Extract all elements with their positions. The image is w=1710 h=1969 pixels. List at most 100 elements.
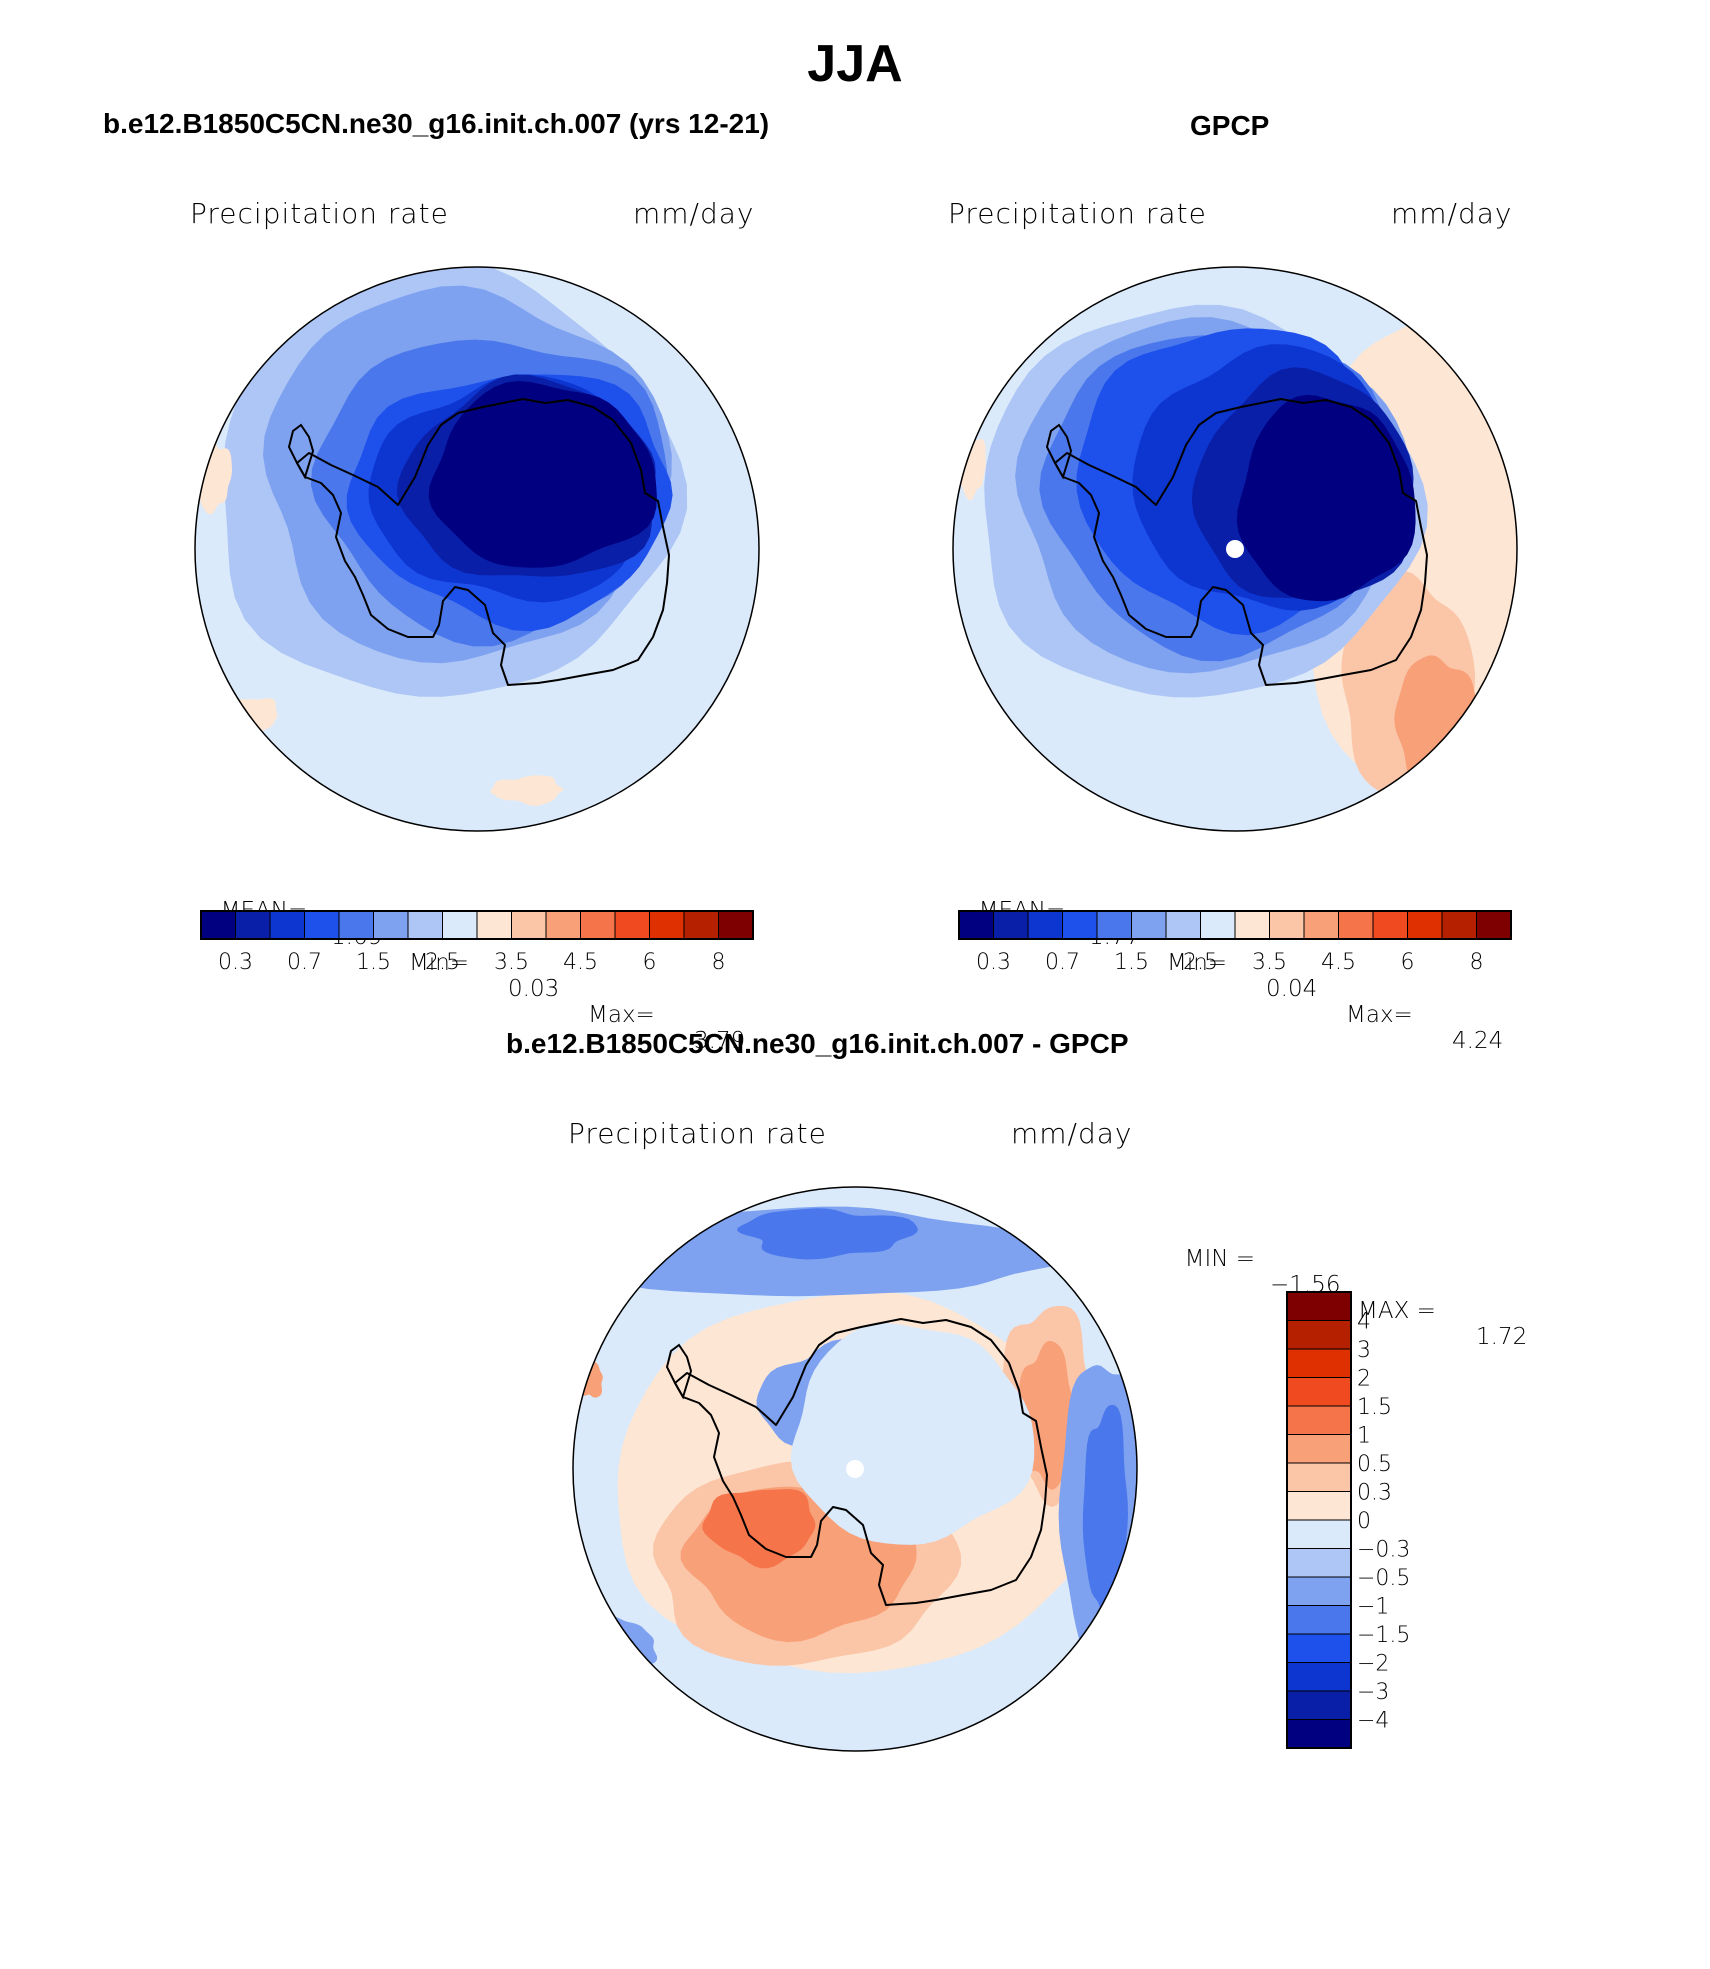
colorbar-box (1286, 1662, 1352, 1692)
colorbar-box (1286, 1291, 1352, 1321)
antarctic-peninsula-outline (1045, 423, 1073, 480)
colorbar-box (511, 910, 547, 940)
panel-1-min-label: Min= (409, 950, 470, 976)
colorbar-box (614, 910, 650, 940)
colorbar-tick-label: −3 (1357, 1680, 1389, 1705)
colorbar-box (304, 910, 340, 940)
colorbar-box (1286, 1576, 1352, 1606)
colorbar-box (1372, 910, 1408, 940)
colorbar-box (1407, 910, 1443, 940)
panel-1-polar-map (194, 266, 760, 832)
contour-fill (702, 1489, 816, 1569)
panel-1-variable-label: Precipitation rate (190, 197, 449, 230)
colorbar-box (1286, 1434, 1352, 1464)
colorbar-box (1441, 910, 1477, 940)
colorbar-box (1165, 910, 1201, 940)
panel-2-colorbar: 0.3 0.7 1.5 2.5 3.5 4.5 6 8 (958, 910, 1512, 975)
colorbar-tick-label: 0.7 (287, 950, 322, 975)
colorbar-box (1286, 1605, 1352, 1635)
panel-3-polar-map (572, 1186, 1138, 1752)
colorbar-tick-label: 0.3 (1357, 1481, 1392, 1506)
colorbar-box (718, 910, 754, 940)
colorbar-box (1286, 1719, 1352, 1749)
colorbar-box (200, 910, 236, 940)
panel-1-colorbar: 0.3 0.7 1.5 2.5 3.5 4.5 6 8 (200, 910, 754, 975)
colorbar-box (683, 910, 719, 940)
colorbar-box (580, 910, 616, 940)
panel-3-variable-label: Precipitation rate (568, 1117, 827, 1150)
panel-2-min-label: Min= (1167, 950, 1228, 976)
colorbar-box (1476, 910, 1512, 940)
colorbar-tick-label: 8 (1470, 950, 1484, 975)
panel-2-title: GPCP (1190, 110, 1270, 141)
colorbar-box (1269, 910, 1305, 940)
panel-2-min-value: 0.04 (1266, 976, 1318, 1002)
panel-2-max-value: 4.24 (1452, 1028, 1504, 1054)
contour-fill (1394, 655, 1477, 801)
panel-2-variable-label: Precipitation rate (948, 197, 1207, 230)
colorbar-box (1286, 1462, 1352, 1492)
colorbar-box (338, 910, 374, 940)
panel-1-min-value: 0.03 (508, 976, 560, 1002)
colorbar-tick-label: 8 (712, 950, 726, 975)
colorbar-tick-label: 4 (1357, 1310, 1371, 1335)
colorbar-tick-label: −1.5 (1357, 1623, 1410, 1648)
colorbar-box (1200, 910, 1236, 940)
colorbar-box (407, 910, 443, 940)
map-border (572, 1186, 1138, 1752)
antarctic-peninsula-outline (665, 1343, 693, 1400)
colorbar-tick-label: 2 (1357, 1367, 1371, 1392)
colorbar-tick-label: 1 (1357, 1424, 1371, 1449)
colorbar-box (993, 910, 1029, 940)
antarctica-coastline (674, 1318, 1048, 1606)
colorbar-box (1286, 1548, 1352, 1578)
panel-1-max-label: Max= (588, 1002, 655, 1028)
colorbar-box (1286, 1633, 1352, 1663)
colorbar-tick-label: 4.5 (563, 950, 598, 975)
contour-fill (790, 1322, 1035, 1545)
contour-fill (1236, 394, 1416, 602)
colorbar-tick-label: −4 (1357, 1709, 1389, 1734)
colorbar-tick-label: −0.5 (1357, 1566, 1410, 1591)
colorbar-tick-label: −0.3 (1357, 1538, 1410, 1563)
colorbar-tick-label: 2.5 (1183, 950, 1218, 975)
panel-3-min-label: MIN = (1184, 1246, 1256, 1272)
colorbar-box (1286, 1377, 1352, 1407)
pole-missing-data (846, 1460, 864, 1478)
colorbar-box (1338, 910, 1374, 940)
panel-3-title: b.e12.B1850C5CN.ne30_g16.init.ch.007 - G… (506, 1028, 1129, 1059)
colorbar-box (1286, 1491, 1352, 1521)
colorbar-tick-label: 4.5 (1321, 950, 1356, 975)
colorbar-box (269, 910, 305, 940)
colorbar-tick-label: 0.5 (1357, 1452, 1392, 1477)
colorbar-box (373, 910, 409, 940)
colorbar-tick-label: −2 (1357, 1652, 1389, 1677)
colorbar-box (1131, 910, 1167, 940)
panel-2-unit-label: mm/day (1391, 197, 1513, 230)
antarctica-coastline (1054, 398, 1428, 686)
panel-2-polar-map (952, 266, 1518, 832)
colorbar-box (476, 910, 512, 940)
colorbar-box (235, 910, 271, 940)
map-border (952, 266, 1518, 832)
panel-3-max-value: 1.72 (1476, 1324, 1528, 1350)
panel-3-colorbar: 4 3 2 1.5 1 0.5 0.3 0 −0.3 −0.5 −1 −1.5 −2 −3 −4 (1286, 1291, 1410, 1749)
antarctic-peninsula-outline (287, 423, 315, 480)
contour-fill (428, 381, 657, 568)
colorbar-box (1286, 1320, 1352, 1350)
colorbar-box (1286, 1348, 1352, 1378)
colorbar-box (1286, 1405, 1352, 1435)
colorbar-tick-label: 3.5 (494, 950, 529, 975)
contour-fill (490, 775, 564, 806)
pole-missing-data (1226, 540, 1244, 558)
colorbar-box (1303, 910, 1339, 940)
panel-2-max-label: Max= (1346, 1002, 1413, 1028)
colorbar-tick-label: 2.5 (425, 950, 460, 975)
colorbar-tick-label: 1.5 (1357, 1395, 1392, 1420)
colorbar-box (1062, 910, 1098, 940)
map-border (194, 266, 760, 832)
panel-3-unit-label: mm/day (1011, 1117, 1133, 1150)
colorbar-tick-label: 3.5 (1252, 950, 1287, 975)
colorbar-tick-label: 1.5 (1114, 950, 1149, 975)
colorbar-tick-label: −1 (1357, 1595, 1389, 1620)
